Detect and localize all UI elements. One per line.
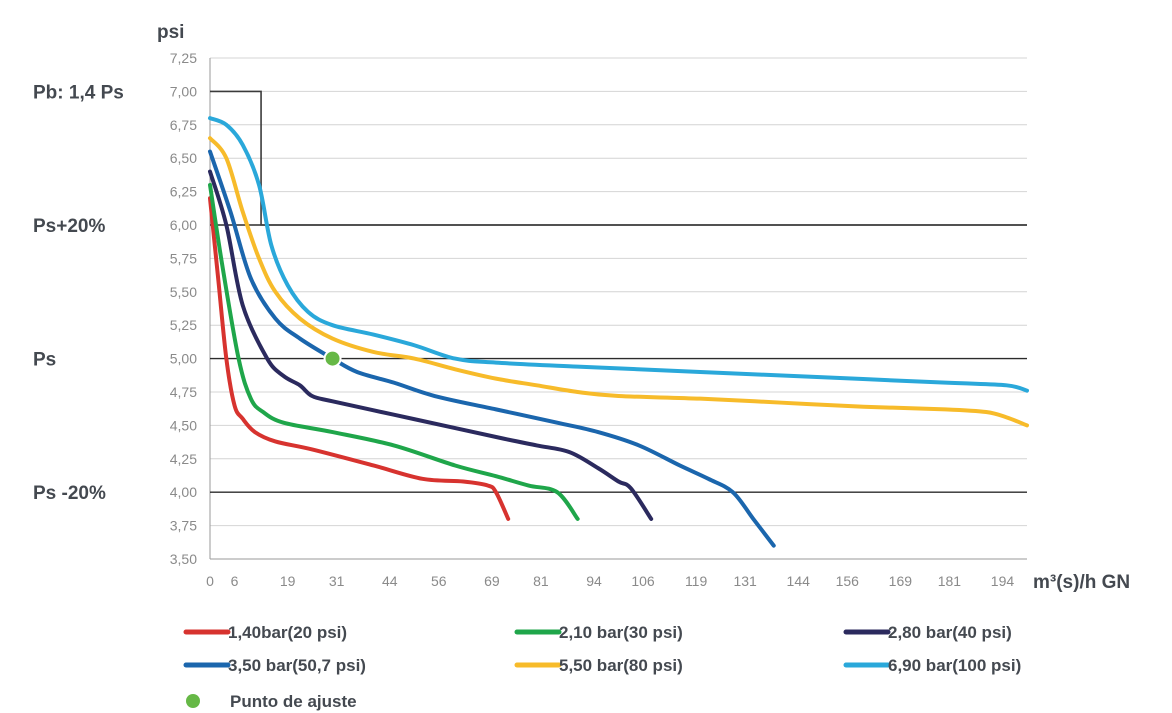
legend-label: Punto de ajuste (230, 692, 357, 711)
x-tick-label: 31 (329, 573, 345, 589)
reference-label: Ps -20% (33, 483, 106, 504)
legend-label: 2,80 bar(40 psi) (888, 623, 1012, 642)
set-point-dot (323, 349, 342, 368)
limit-line (210, 90, 1027, 226)
series-line-1 (208, 196, 511, 521)
x-tick-label: 119 (685, 573, 708, 589)
x-tick-label: 19 (280, 573, 296, 589)
x-tick-label: 194 (991, 573, 1015, 589)
x-tick-labels: 0 6 19 31 44 56 69 81 94 106 119 131 144 156 169 181 194 (206, 573, 1014, 589)
x-tick-label: 169 (889, 573, 913, 589)
legend-label: 3,50 bar(50,7 psi) (228, 656, 366, 675)
reference-labels: Ps+20% Ps Ps -20% Pb: 1,4 Ps (33, 82, 124, 504)
y-tick-label: 4,50 (170, 417, 197, 433)
y-tick-label: 6,75 (170, 117, 197, 133)
x-tick-label: 156 (836, 573, 860, 589)
legend-label: 1,40bar(20 psi) (228, 623, 347, 642)
y-tick-label: 5,75 (170, 250, 197, 266)
y-tick-label: 4,75 (170, 384, 197, 400)
x-tick-label: 6 (231, 573, 239, 589)
y-tick-label: 5,25 (170, 317, 197, 333)
x-tick-label: 44 (382, 573, 398, 589)
legend-dot (186, 694, 200, 708)
x-tick-label: 0 (206, 573, 214, 589)
set-point-marker (323, 349, 342, 368)
x-tick-label: 69 (484, 573, 500, 589)
series-line-2 (208, 182, 580, 521)
x-tick-label: 94 (586, 573, 602, 589)
reference-label: Ps (33, 350, 56, 371)
y-tick-label: 7,00 (170, 83, 197, 99)
series-lines (208, 116, 1029, 548)
y-tick-label: 6,00 (170, 217, 197, 233)
reference-label: Ps+20% (33, 216, 105, 237)
grid (209, 57, 1027, 560)
series-line-3 (208, 169, 654, 521)
series-line-4 (208, 149, 776, 548)
y-tick-label: 6,50 (170, 150, 197, 166)
x-axis-title: m³(s)/h GN (1033, 572, 1130, 593)
x-tick-label: 106 (631, 573, 655, 589)
y-tick-label: 3,50 (170, 551, 197, 567)
x-tick-label: 56 (431, 573, 447, 589)
y-tick-label: 5,50 (170, 284, 197, 300)
y-tick-labels: 3,50 3,75 4,00 4,25 4,50 4,75 5,00 5,25 5,50 5,75… (170, 50, 197, 567)
legend-label: 6,90 bar(100 psi) (888, 656, 1021, 675)
legend-label: 5,50 bar(80 psi) (559, 656, 683, 675)
x-tick-label: 144 (787, 573, 811, 589)
series-line-6 (208, 116, 1029, 393)
y-tick-label: 3,75 (170, 518, 197, 534)
y-tick-label: 4,25 (170, 451, 197, 467)
x-tick-label: 131 (733, 573, 757, 589)
legend-label: 2,10 bar(30 psi) (559, 623, 683, 642)
y-tick-label: 4,00 (170, 484, 197, 500)
y-tick-label: 6,25 (170, 184, 197, 200)
x-tick-label: 81 (533, 573, 549, 589)
y-tick-label: 7,25 (170, 50, 197, 66)
legend: 1,40bar(20 psi) 2,10 bar(30 psi) 2,80 bar(… (183, 623, 1021, 711)
series-line-5 (208, 136, 1029, 428)
limit-label: Pb: 1,4 Ps (33, 82, 124, 103)
x-tick-label: 181 (938, 573, 962, 589)
y-tick-label: 5,00 (170, 351, 197, 367)
y-axis-title: psi (157, 22, 184, 43)
limit-polyline (210, 90, 1027, 226)
